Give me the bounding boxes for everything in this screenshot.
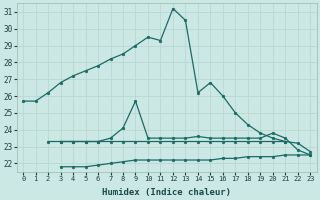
X-axis label: Humidex (Indice chaleur): Humidex (Indice chaleur) — [102, 188, 231, 197]
